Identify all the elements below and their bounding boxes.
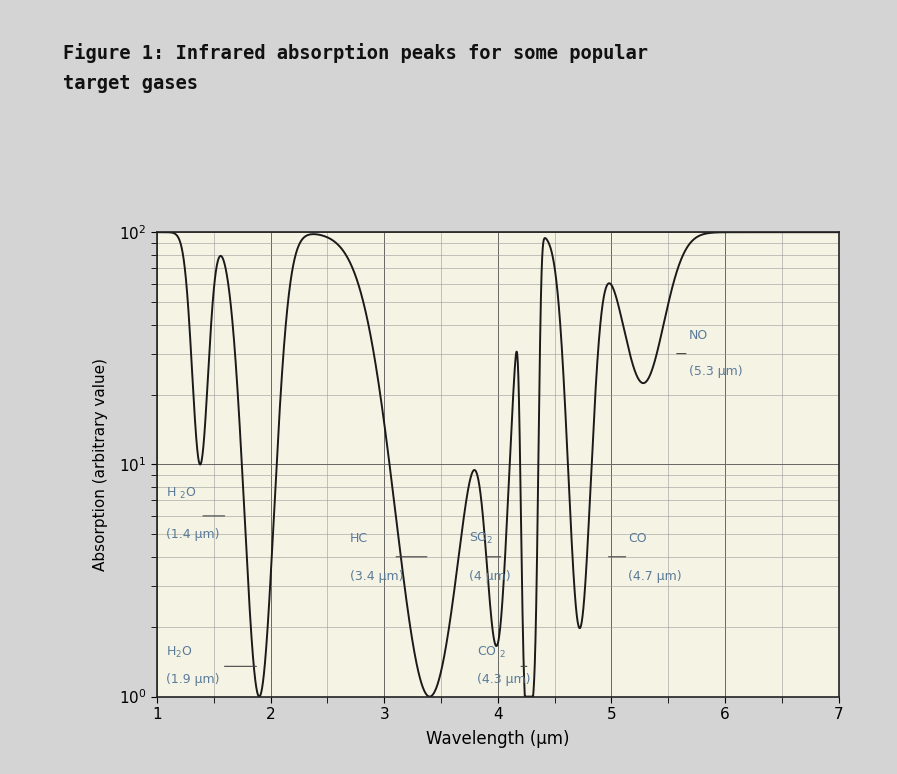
Text: CO $_{2}$: CO $_{2}$ [477,645,507,660]
Text: HC: HC [350,532,369,545]
Text: NO: NO [689,329,708,342]
Text: Figure 1: Infrared absorption peaks for some popular: Figure 1: Infrared absorption peaks for … [63,43,648,63]
Text: (1.4 μm): (1.4 μm) [166,528,220,541]
Text: target gases: target gases [63,74,198,93]
Text: H$_{2}$O: H$_{2}$O [166,645,193,660]
Text: (4 μm): (4 μm) [469,570,511,583]
Y-axis label: Absorption (arbitrary value): Absorption (arbitrary value) [92,358,108,571]
Text: SO$_{2}$: SO$_{2}$ [469,531,494,546]
Text: (5.3 μm): (5.3 μm) [689,365,743,378]
Text: (3.4 μm): (3.4 μm) [350,570,404,583]
Text: (4.7 μm): (4.7 μm) [629,570,682,583]
Text: CO: CO [629,532,647,545]
X-axis label: Wavelength (μm): Wavelength (μm) [426,731,570,748]
Text: H $_{2}$O: H $_{2}$O [166,486,196,501]
Text: (1.9 μm): (1.9 μm) [166,673,220,687]
Text: (4.3 μm): (4.3 μm) [477,673,531,687]
